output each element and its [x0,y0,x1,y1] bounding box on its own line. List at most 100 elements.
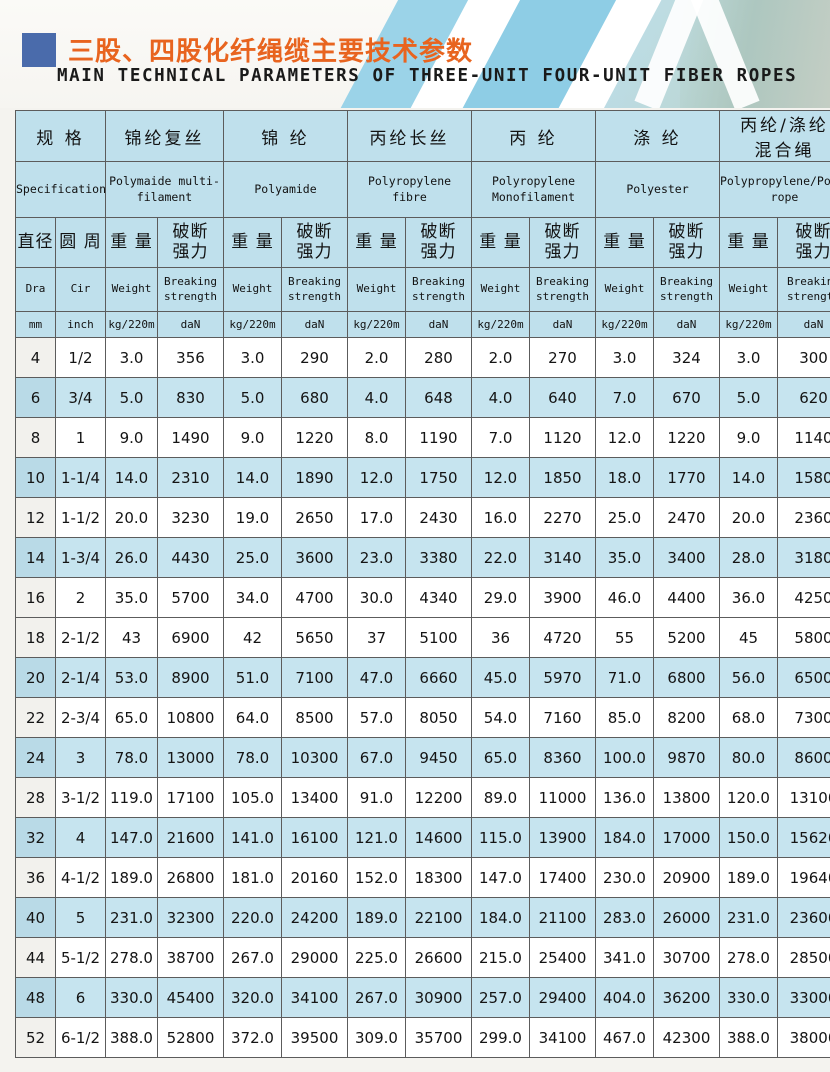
cell-r10-c8: 65.0 [471,737,530,778]
cell-r3-c6: 12.0 [347,457,406,498]
cell-r13-c5: 20160 [281,857,348,898]
cell-r7-c2: 43 [105,617,158,658]
cell-r3-c9: 1850 [529,457,596,498]
unit-header-10: kg/220m [595,311,654,338]
cell-r4-c0: 12 [15,497,56,538]
group-header-en-2: Polyamide [223,161,348,218]
cell-r13-c11: 20900 [653,857,720,898]
cell-r7-c8: 36 [471,617,530,658]
header-row-group-chinese: 规 格锦纶复丝锦 纶丙纶长丝丙 纶涤 纶丙纶/涤纶 混合绳 [15,110,830,162]
cell-r17-c10: 467.0 [595,1017,654,1058]
cell-r4-c3: 3230 [157,497,224,538]
cell-r5-c12: 28.0 [719,537,778,578]
table-row: 18 2-1/2 43 6900 42 5650 37 5100 36 4720 55 5200 45 5… [15,617,830,658]
cell-r0-c2: 3.0 [105,337,158,378]
unit-header-5: daN [281,311,348,338]
cell-r7-c10: 55 [595,617,654,658]
page-title-english: MAIN TECHNICAL PARAMETERS OF THREE-UNIT … [57,66,798,86]
table-row: 44 5-1/2 278.0 38700 267.0 29000 225.0 26600 215… [15,937,830,978]
cell-r10-c4: 78.0 [223,737,282,778]
sub-header-cn-7: 破断 强力 [405,217,472,268]
cell-r14-c1: 5 [55,897,106,938]
group-header-cn-2: 锦 纶 [223,110,348,162]
cell-r16-c6: 267.0 [347,977,406,1018]
cell-r0-c9: 270 [529,337,596,378]
table-row: 6 3/4 5.0 830 5.0 680 4.0 648 4.0 640 7.0 670 5.0 620 [15,377,830,418]
header-row-units: mm inch kg/220m daN kg/220m daN kg/220m daN kg/2… [15,311,830,338]
cell-r14-c5: 24200 [281,897,348,938]
cell-r5-c2: 26.0 [105,537,158,578]
cell-r15-c8: 215.0 [471,937,530,978]
cell-r10-c9: 8360 [529,737,596,778]
cell-r8-c10: 71.0 [595,657,654,698]
cell-r7-c5: 5650 [281,617,348,658]
cell-r2-c5: 1220 [281,417,348,458]
cell-r17-c7: 35700 [405,1017,472,1058]
cell-r15-c13: 28500 [776,937,830,978]
cell-r1-c11: 670 [653,377,720,418]
cell-r0-c11: 324 [653,337,720,378]
cell-r16-c5: 34100 [281,977,348,1018]
cell-r0-c8: 2.0 [471,337,530,378]
cell-r1-c9: 640 [529,377,596,418]
table-header: 规 格锦纶复丝锦 纶丙纶长丝丙 纶涤 纶丙纶/涤纶 混合绳 Specificati… [15,110,830,338]
spec-table-container: 规 格锦纶复丝锦 纶丙纶长丝丙 纶涤 纶丙纶/涤纶 混合绳 Specificati… [15,110,830,1058]
cell-r11-c11: 13800 [653,777,720,818]
cell-r3-c0: 10 [15,457,56,498]
cell-r1-c13: 620 [776,377,830,418]
table-body: 4 1/2 3.0 356 3.0 290 2.0 280 2.0 270 3.0 324 3.0 300… [15,337,830,1058]
unit-header-1: inch [55,311,106,338]
cell-r17-c5: 39500 [281,1017,348,1058]
cell-r3-c7: 1750 [405,457,472,498]
unit-header-2: kg/220m [105,311,158,338]
cell-r12-c0: 32 [15,817,56,858]
cell-r13-c4: 181.0 [223,857,282,898]
cell-r6-c4: 34.0 [223,577,282,618]
cell-r6-c0: 16 [15,577,56,618]
cell-r6-c7: 4340 [405,577,472,618]
cell-r5-c13: 3180 [776,537,830,578]
cell-r5-c7: 3380 [405,537,472,578]
cell-r15-c3: 38700 [157,937,224,978]
cell-r0-c0: 4 [15,337,56,378]
table-row: 28 3-1/2 119.0 17100 105.0 13400 91.0 12200 89.0… [15,777,830,818]
cell-r12-c3: 21600 [157,817,224,858]
cell-r13-c13: 19640 [776,857,830,898]
cell-r16-c0: 48 [15,977,56,1018]
cell-r1-c1: 3/4 [55,377,106,418]
cell-r13-c3: 26800 [157,857,224,898]
cell-r5-c0: 14 [15,537,56,578]
group-header-en-4: Polyropylene Monofilament [471,161,596,218]
cell-r12-c11: 17000 [653,817,720,858]
cell-r5-c8: 22.0 [471,537,530,578]
cell-r2-c3: 1490 [157,417,224,458]
sub-header-cn-10: 重 量 [595,217,654,268]
cell-r6-c1: 2 [55,577,106,618]
cell-r9-c10: 85.0 [595,697,654,738]
header-row-sub-chinese: 直径圆 周重 量破断 强力重 量破断 强力重 量破断 强力重 量破断 强力重 量破断 强力… [15,217,830,268]
sub-header-cn-2: 重 量 [105,217,158,268]
cell-r3-c1: 1-1/4 [55,457,106,498]
cell-r2-c7: 1190 [405,417,472,458]
cell-r8-c0: 20 [15,657,56,698]
cell-r6-c8: 29.0 [471,577,530,618]
cell-r10-c10: 100.0 [595,737,654,778]
cell-r13-c2: 189.0 [105,857,158,898]
unit-header-7: daN [405,311,472,338]
cell-r2-c13: 1140 [776,417,830,458]
cell-r3-c2: 14.0 [105,457,158,498]
cell-r8-c11: 6800 [653,657,720,698]
sub-header-en-7: Breaking strength [405,267,472,312]
sub-header-cn-1: 圆 周 [55,217,106,268]
cell-r8-c12: 56.0 [719,657,778,698]
cell-r6-c12: 36.0 [719,577,778,618]
cell-r4-c6: 17.0 [347,497,406,538]
group-header-cn-0: 规 格 [15,110,106,162]
cell-r2-c1: 1 [55,417,106,458]
cell-r6-c5: 4700 [281,577,348,618]
cell-r3-c10: 18.0 [595,457,654,498]
cell-r15-c2: 278.0 [105,937,158,978]
cell-r9-c8: 54.0 [471,697,530,738]
cell-r17-c6: 309.0 [347,1017,406,1058]
